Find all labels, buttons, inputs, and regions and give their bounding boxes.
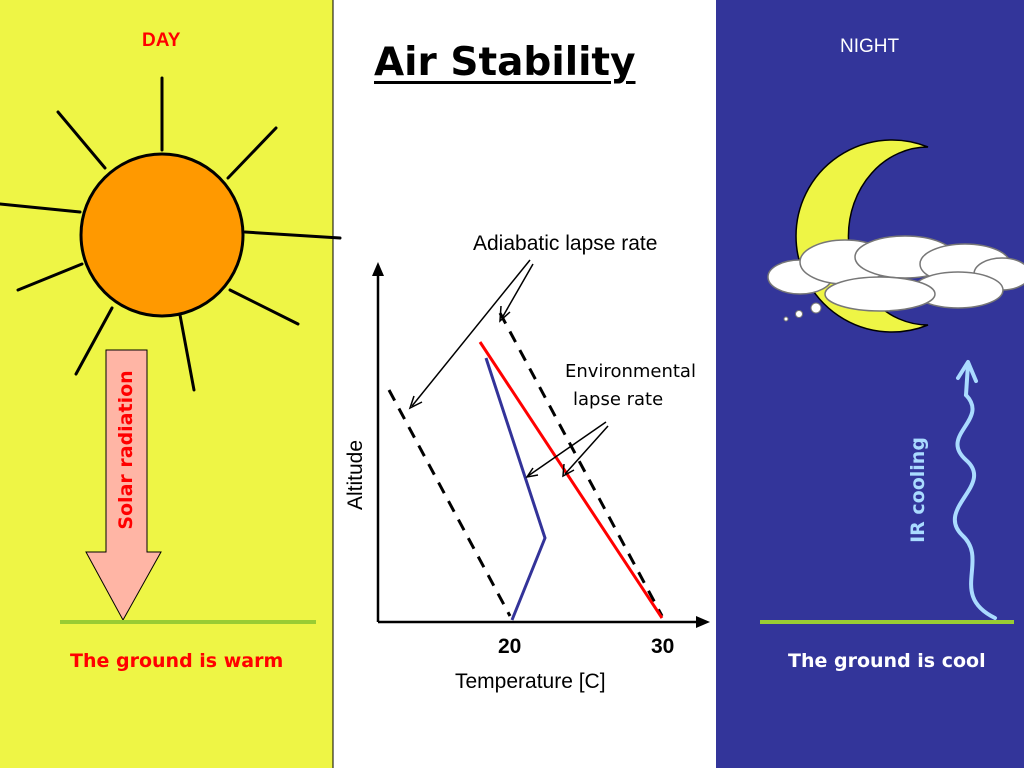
x-tick-label-30: 30	[651, 635, 675, 658]
night-label: NIGHT	[840, 36, 900, 57]
ground-cool-text: The ground is cool	[788, 650, 986, 672]
ir-cooling-wave	[952, 393, 997, 620]
sun-rays	[0, 76, 342, 392]
sun-icon	[79, 152, 245, 318]
environmental-label-line1: Environmental	[565, 361, 696, 382]
day-label: DAY	[142, 30, 181, 51]
cloud-icon	[767, 235, 1024, 312]
ground-warm-text: The ground is warm	[70, 650, 284, 672]
adiabatic-pointers	[408, 259, 534, 410]
environmental-line-red	[478, 341, 664, 619]
adiabatic-line-right	[498, 312, 664, 617]
ir-cooling-label: IR cooling	[907, 437, 929, 543]
environmental-label-line2: lapse rate	[573, 389, 664, 410]
solar-radiation-arrow	[85, 349, 162, 622]
x-tick-label-20: 20	[498, 635, 522, 658]
adiabatic-lapse-rate-label: Adiabatic lapse rate	[473, 232, 658, 255]
environmental-lapse-rate-label: Environmental lapse rate	[565, 358, 696, 414]
y-axis-label: Altitude	[344, 439, 367, 511]
environmental-pointers	[525, 421, 609, 479]
thought-bubbles	[783, 302, 822, 322]
environmental-line-blue	[484, 357, 547, 621]
x-axis	[378, 616, 710, 628]
page-title: Air Stability	[374, 40, 636, 85]
ir-arrow-head-icon	[956, 360, 978, 383]
x-axis-label: Temperature [C]	[455, 670, 606, 693]
night-panel	[716, 0, 1024, 768]
y-axis	[372, 262, 384, 622]
ir-arrow-shaft	[964, 362, 970, 397]
solar-radiation-label: Solar radiation	[115, 370, 137, 530]
adiabatic-line-left	[387, 389, 512, 617]
